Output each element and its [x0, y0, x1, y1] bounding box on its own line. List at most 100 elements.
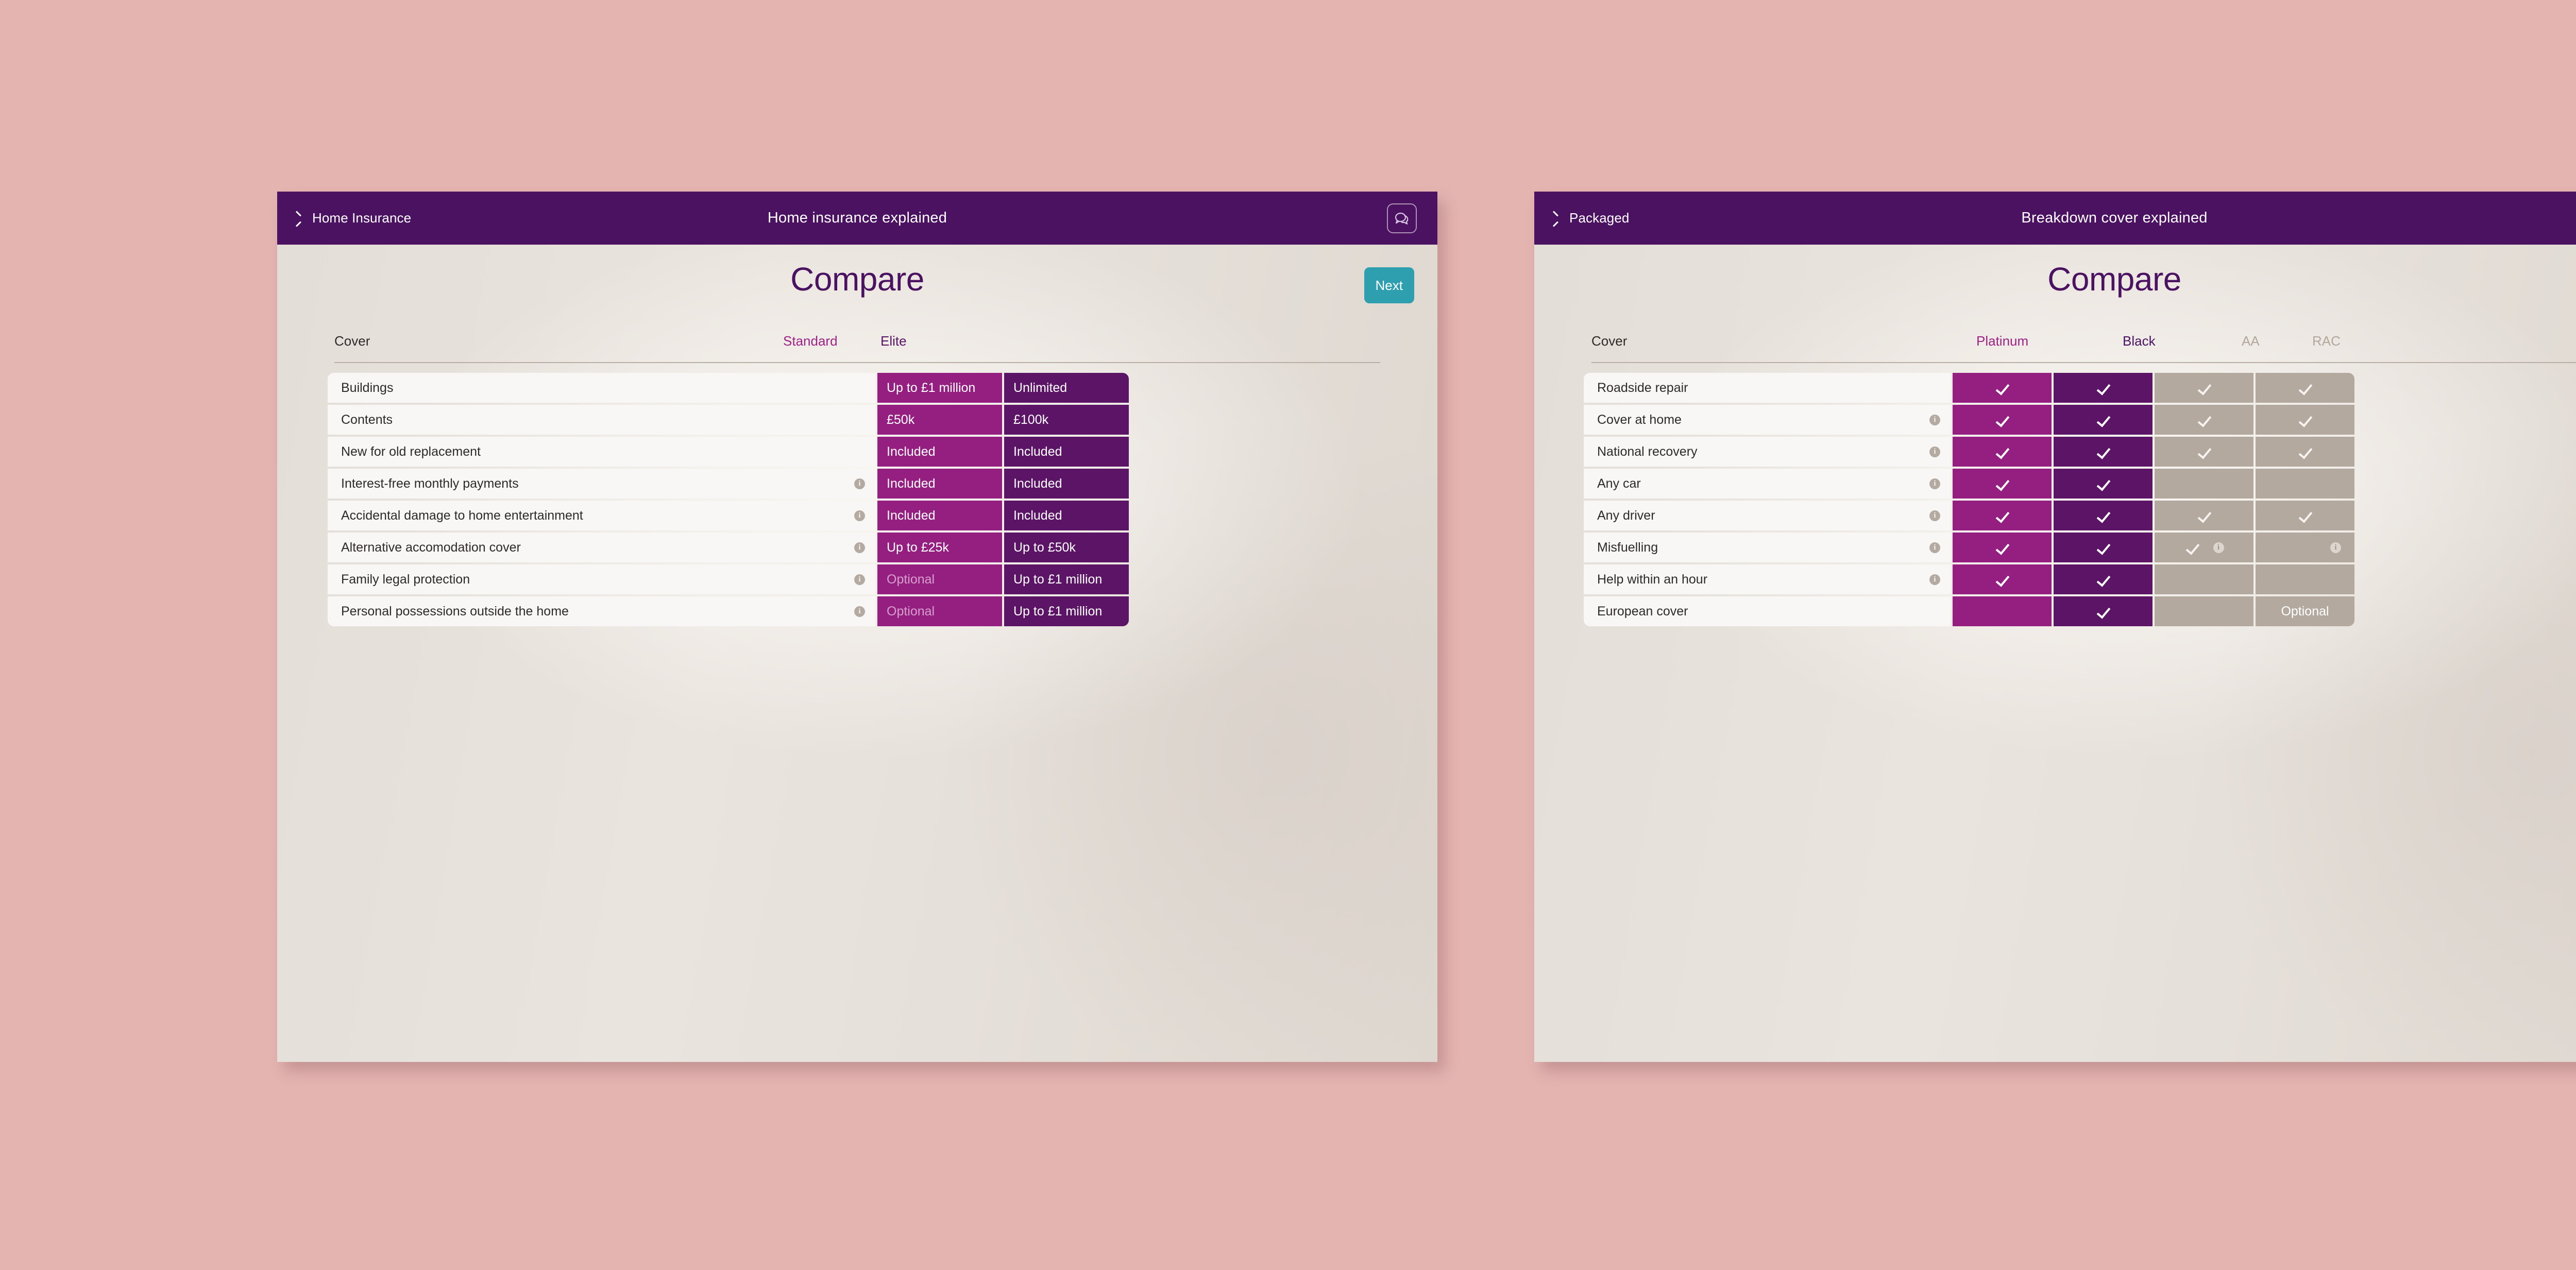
- check-icon: [2095, 380, 2111, 396]
- cell-rac: [2256, 373, 2354, 403]
- cell-rac: [2256, 501, 2354, 530]
- info-icon[interactable]: i: [1929, 446, 1940, 457]
- cell-standard: Included: [877, 501, 1002, 530]
- cell-elite: Up to £1 million: [1004, 564, 1129, 594]
- row-label-cell: Family legal protection i: [328, 564, 875, 594]
- check-icon: [1994, 380, 2010, 396]
- table-row[interactable]: Roadside repair: [1584, 373, 2576, 403]
- chevron-left-icon: [1557, 212, 1564, 225]
- row-label: European cover: [1597, 604, 1688, 619]
- row-label-cell: Personal possessions outside the home i: [328, 596, 875, 626]
- row-label: Family legal protection: [341, 572, 470, 587]
- check-icon: [1994, 412, 2010, 427]
- check-icon: [1994, 444, 2010, 459]
- navbar-home: Home Insurance Home insurance explained: [277, 192, 1437, 245]
- check-icon: [2095, 444, 2111, 459]
- row-label-cell: Buildings: [328, 373, 875, 403]
- row-label: New for old replacement: [341, 444, 481, 459]
- cell-rac: [2256, 437, 2354, 467]
- info-icon[interactable]: i: [1929, 478, 1940, 489]
- title-row-home: Compare Next: [277, 245, 1437, 323]
- row-label: Accidental damage to home entertainment: [341, 508, 583, 523]
- cell-elite: £100k: [1004, 405, 1129, 435]
- chevron-left-icon: [300, 212, 307, 225]
- cell-aa: i: [2155, 533, 2253, 562]
- cell-platinum: [1953, 501, 2052, 530]
- table-row[interactable]: Personal possessions outside the home i Op…: [328, 596, 1386, 626]
- navbar-breakdown: Packaged Breakdown cover explained: [1534, 192, 2576, 245]
- check-icon: [1994, 508, 2010, 523]
- check-icon: [2095, 508, 2111, 523]
- table-row[interactable]: Alternative accomodation cover i Up to £25…: [328, 533, 1386, 562]
- table-row[interactable]: Cover at home i: [1584, 405, 2576, 435]
- row-label: Roadside repair: [1597, 380, 1688, 395]
- cell-platinum: [1953, 533, 2052, 562]
- table-row[interactable]: Family legal protection i Optional Up to £1…: [328, 564, 1386, 594]
- back-button-home[interactable]: Home Insurance: [300, 210, 411, 226]
- column-header-cover: Cover: [1591, 333, 1628, 349]
- table-row[interactable]: National recovery i: [1584, 437, 2576, 467]
- table-row[interactable]: Interest-free monthly payments i Included I…: [328, 469, 1386, 499]
- cell-rac: [2256, 469, 2354, 499]
- row-label-cell: Accidental damage to home entertainment i: [328, 501, 875, 530]
- cell-aa: [2155, 437, 2253, 467]
- home-insurance-panel: Home Insurance Home insurance explained …: [277, 192, 1437, 1062]
- table-row[interactable]: European cover Optional: [1584, 596, 2576, 626]
- table-row[interactable]: Any driver i: [1584, 501, 2576, 530]
- next-button[interactable]: Next: [1364, 267, 1414, 303]
- column-header-platinum: Platinum: [1976, 333, 2029, 349]
- table-row[interactable]: Accidental damage to home entertainment i…: [328, 501, 1386, 530]
- back-button-breakdown[interactable]: Packaged: [1557, 210, 1629, 226]
- row-label: National recovery: [1597, 444, 1698, 459]
- row-label-cell: Any driver i: [1584, 501, 1951, 530]
- chat-bubbles-icon[interactable]: [1387, 203, 1417, 233]
- back-button-label: Packaged: [1569, 210, 1630, 226]
- info-icon[interactable]: i: [854, 542, 865, 553]
- table-row[interactable]: New for old replacement Included Included: [328, 437, 1386, 467]
- cell-black: [2054, 564, 2153, 594]
- cell-platinum: [1953, 373, 2052, 403]
- check-icon: [2297, 380, 2313, 396]
- info-icon[interactable]: i: [1929, 542, 1940, 553]
- page-title-home: Compare: [790, 261, 924, 298]
- comparison-table-home: Buildings Up to £1 million Unlimited Conten…: [328, 373, 1386, 626]
- table-row[interactable]: Any car i: [1584, 469, 2576, 499]
- cell-black: [2054, 469, 2153, 499]
- row-label: Personal possessions outside the home: [341, 604, 569, 619]
- info-icon[interactable]: i: [854, 606, 865, 617]
- table-row[interactable]: Misfuelling i i i: [1584, 533, 2576, 562]
- check-icon: [2196, 380, 2212, 396]
- page-title-breakdown: Compare: [2047, 261, 2181, 298]
- check-icon: [1994, 572, 2010, 587]
- info-icon[interactable]: i: [854, 478, 865, 489]
- info-icon[interactable]: i: [854, 510, 865, 521]
- cell-text: Optional: [2281, 604, 2329, 619]
- row-label-cell: Misfuelling i: [1584, 533, 1951, 562]
- check-icon: [2095, 604, 2111, 619]
- table-row[interactable]: Contents £50k £100k: [328, 405, 1386, 435]
- cell-standard: Optional: [877, 564, 1002, 594]
- check-icon: [1994, 540, 2010, 555]
- row-label-cell: New for old replacement: [328, 437, 875, 467]
- check-icon: [2095, 572, 2111, 587]
- info-icon[interactable]: i: [1929, 510, 1940, 521]
- cell-standard: Included: [877, 437, 1002, 467]
- check-icon: [2196, 508, 2212, 523]
- row-label: Interest-free monthly payments: [341, 476, 519, 491]
- info-icon[interactable]: i: [2213, 542, 2224, 553]
- info-icon[interactable]: i: [1929, 574, 1940, 585]
- row-label: Any driver: [1597, 508, 1655, 523]
- column-headers-home: Cover Standard Elite: [334, 333, 1380, 363]
- table-row[interactable]: Buildings Up to £1 million Unlimited: [328, 373, 1386, 403]
- table-row[interactable]: Help within an hour i: [1584, 564, 2576, 594]
- row-label: Misfuelling: [1597, 540, 1658, 555]
- cell-rac: Optional: [2256, 596, 2354, 626]
- column-header-elite: Elite: [880, 333, 907, 349]
- info-icon[interactable]: i: [2330, 542, 2341, 553]
- cell-black: [2054, 373, 2153, 403]
- info-icon[interactable]: i: [1929, 414, 1940, 425]
- column-header-black: Black: [2123, 333, 2156, 349]
- back-button-label: Home Insurance: [312, 210, 412, 226]
- cell-rac: [2256, 564, 2354, 594]
- info-icon[interactable]: i: [854, 574, 865, 585]
